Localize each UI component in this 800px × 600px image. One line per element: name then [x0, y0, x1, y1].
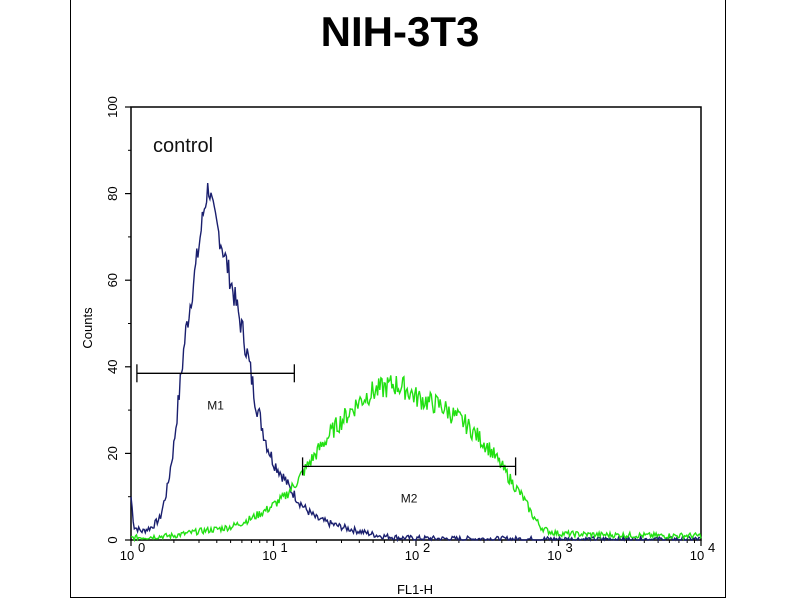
x-tick-label: 10 2 [405, 540, 430, 563]
gates-layer: M1 M2 [136, 364, 517, 505]
gate-m2: M2 [301, 457, 517, 505]
x-tick-base: 10 [120, 548, 134, 563]
y-axis-label: Counts [80, 307, 95, 349]
plot-area [130, 106, 702, 541]
y-tick-label: 0 [105, 536, 120, 543]
chart-title: NIH-3T3 [320, 8, 480, 55]
gate-m1: M1 [136, 364, 295, 412]
series-1-line [130, 182, 702, 543]
x-tick-label: 10 0 [120, 540, 145, 563]
gate-label: M2 [401, 491, 418, 505]
x-axis-label: FL1-H [397, 582, 433, 597]
x-tick-base: 10 [690, 548, 704, 563]
x-tick-exp: 1 [281, 540, 288, 555]
x-tick-exp: 2 [423, 540, 430, 555]
gate-label: M1 [207, 398, 224, 412]
series-layer [130, 182, 702, 543]
y-tick-label: 80 [105, 186, 120, 200]
x-tick-exp: 4 [708, 540, 715, 555]
x-tick-base: 10 [262, 548, 276, 563]
x-tick-exp: 3 [566, 540, 573, 555]
control-annotation: control [153, 135, 213, 157]
x-tick-base: 10 [547, 548, 561, 563]
y-tick-label: 40 [105, 360, 120, 374]
x-tick-exp: 0 [138, 540, 145, 555]
y-tick-label: 20 [105, 446, 120, 460]
series-2-line [130, 375, 702, 543]
x-tick-label: 10 1 [262, 540, 287, 563]
x-tick-label: 10 4 [690, 540, 715, 563]
x-tick-label: 10 3 [547, 540, 572, 563]
y-tick-label: 60 [105, 273, 120, 287]
chart-frame [70, 0, 726, 598]
y-tick-label: 100 [105, 96, 120, 118]
x-tick-base: 10 [405, 548, 419, 563]
